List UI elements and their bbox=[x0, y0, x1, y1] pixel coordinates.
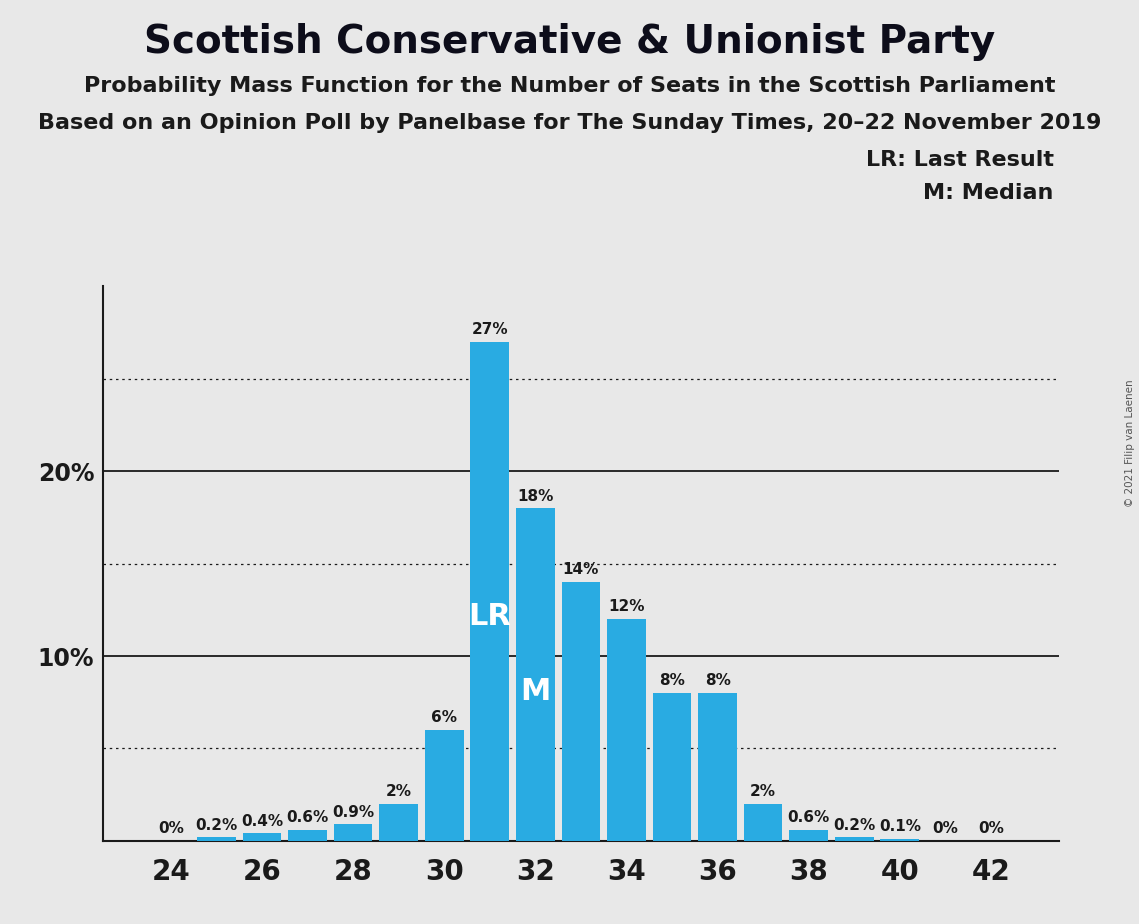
Text: 0.2%: 0.2% bbox=[833, 818, 876, 833]
Text: 8%: 8% bbox=[659, 674, 685, 688]
Text: 0.9%: 0.9% bbox=[333, 805, 374, 820]
Bar bbox=[880, 839, 919, 841]
Text: 0.1%: 0.1% bbox=[879, 820, 920, 834]
Text: 0%: 0% bbox=[978, 821, 1003, 836]
Bar bbox=[379, 804, 418, 841]
Text: Scottish Conservative & Unionist Party: Scottish Conservative & Unionist Party bbox=[144, 23, 995, 61]
Text: LR: LR bbox=[468, 602, 511, 631]
Text: M: Median: M: Median bbox=[924, 183, 1054, 203]
Text: 8%: 8% bbox=[705, 674, 730, 688]
Bar bbox=[607, 619, 646, 841]
Text: 12%: 12% bbox=[608, 600, 645, 614]
Bar bbox=[288, 830, 327, 841]
Text: 2%: 2% bbox=[386, 784, 411, 799]
Text: Probability Mass Function for the Number of Seats in the Scottish Parliament: Probability Mass Function for the Number… bbox=[84, 76, 1055, 96]
Text: Based on an Opinion Poll by Panelbase for The Sunday Times, 20–22 November 2019: Based on an Opinion Poll by Panelbase fo… bbox=[38, 113, 1101, 133]
Text: 0%: 0% bbox=[933, 821, 958, 836]
Bar bbox=[698, 693, 737, 841]
Bar bbox=[789, 830, 828, 841]
Bar bbox=[516, 508, 555, 841]
Text: LR: Last Result: LR: Last Result bbox=[866, 150, 1054, 170]
Text: © 2021 Filip van Laenen: © 2021 Filip van Laenen bbox=[1125, 380, 1134, 507]
Bar bbox=[562, 582, 600, 841]
Text: 27%: 27% bbox=[472, 322, 508, 337]
Bar bbox=[243, 833, 281, 841]
Bar bbox=[334, 824, 372, 841]
Text: 14%: 14% bbox=[563, 563, 599, 578]
Text: M: M bbox=[521, 676, 550, 706]
Text: 0.4%: 0.4% bbox=[241, 814, 282, 829]
Text: 0%: 0% bbox=[158, 821, 183, 836]
Bar bbox=[744, 804, 782, 841]
Text: 2%: 2% bbox=[751, 784, 776, 799]
Text: 0.2%: 0.2% bbox=[195, 818, 238, 833]
Bar bbox=[470, 342, 509, 841]
Bar bbox=[653, 693, 691, 841]
Text: 18%: 18% bbox=[517, 489, 554, 504]
Text: 6%: 6% bbox=[432, 711, 457, 725]
Text: 0.6%: 0.6% bbox=[286, 810, 329, 825]
Bar bbox=[835, 837, 874, 841]
Text: 0.6%: 0.6% bbox=[787, 810, 830, 825]
Bar bbox=[425, 730, 464, 841]
Bar bbox=[197, 837, 236, 841]
